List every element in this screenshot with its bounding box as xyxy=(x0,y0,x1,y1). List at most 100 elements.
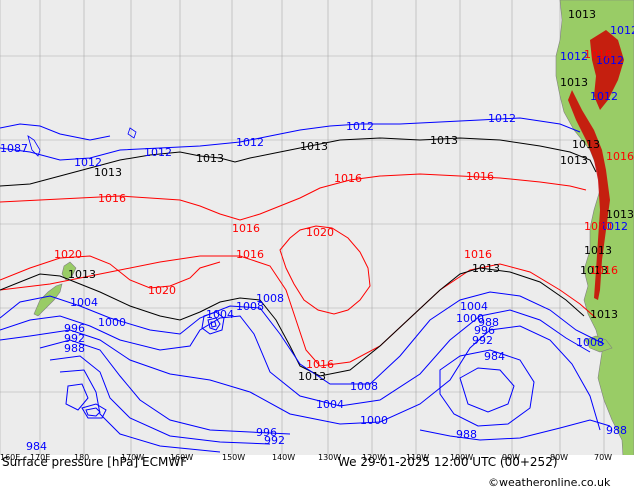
ocean-background xyxy=(0,0,634,455)
isobar-988-se xyxy=(419,419,611,441)
isobar-se-low-inner xyxy=(459,367,515,413)
new-zealand-north-island xyxy=(61,261,77,281)
isobar-small-low-2 xyxy=(207,317,221,331)
isobar-label: 1013 xyxy=(472,262,500,275)
isobar-984 xyxy=(65,383,89,411)
isobar-label: 1020 xyxy=(306,226,334,239)
isobar-label: 1020 xyxy=(54,248,82,261)
isobar-label: 1016 xyxy=(306,358,334,371)
isobar-label: 1012 xyxy=(600,220,628,233)
land-masses xyxy=(33,0,634,491)
isobar-label: 1012 xyxy=(596,54,624,67)
isobar-label: 1008 xyxy=(350,380,378,393)
isobar-label: 992 xyxy=(64,332,85,345)
isobar-lines xyxy=(0,117,611,453)
isobar-label: 1004 xyxy=(70,296,98,309)
isobar-label: 1013 xyxy=(68,268,96,281)
isobar-label: 1004 xyxy=(206,308,234,321)
isobar-label: 1013 xyxy=(560,154,588,167)
isobar-label: 1087 xyxy=(0,142,28,155)
isobar-label: 1013 xyxy=(560,76,588,89)
longitude-ticks: 160E 170E 180 170W 160W 150W 140W 130W 120W 110W 1… xyxy=(0,453,612,462)
longitude-tick-label: 120W xyxy=(362,453,385,462)
isobar-label: 1012 xyxy=(488,112,516,125)
isobar-label: 1008 xyxy=(576,336,604,349)
longitude-tick-label: 90W xyxy=(502,453,520,462)
isobar-1020-west xyxy=(0,255,221,289)
isobar-label: 1012 xyxy=(590,90,618,103)
isobar-1016 xyxy=(0,173,587,221)
isobar-label: 996 xyxy=(256,426,277,439)
isobar-label: 1016 xyxy=(466,170,494,183)
isobar-low-ring-2 xyxy=(85,407,101,417)
isobar-1012-upper xyxy=(0,123,111,141)
longitude-tick-label: 170W xyxy=(121,453,144,462)
isobar-label: 1004 xyxy=(460,300,488,313)
isobar-label: 1012 xyxy=(144,146,172,159)
isobar-label: 1016 xyxy=(98,192,126,205)
isobar-label: 1013 xyxy=(430,134,458,147)
credit-link[interactable]: ©weatheronline.co.uk xyxy=(488,476,611,489)
lat-lon-grid xyxy=(0,0,634,455)
longitude-tick-label: 70W xyxy=(594,453,612,462)
isobar-label: 1016 xyxy=(334,172,362,185)
isobar-small-low-1 xyxy=(201,311,225,335)
tierra-del-fuego xyxy=(584,335,613,353)
andes-altiplano xyxy=(590,30,624,110)
isobar-label: 1004 xyxy=(316,398,344,411)
isobar-label: 1013 xyxy=(580,264,608,277)
isobar-label: 1016 xyxy=(584,48,612,61)
longitude-tick-label: 110W xyxy=(406,453,429,462)
longitude-tick-label: 170E xyxy=(30,453,50,462)
longitude-tick-label: 180 xyxy=(74,453,89,462)
isobar-1020-center xyxy=(279,225,371,315)
isobar-label: 1016 xyxy=(464,248,492,261)
longitude-tick-label: 130W xyxy=(318,453,341,462)
isobar-1004 xyxy=(0,309,591,407)
isobar-small-low-3 xyxy=(210,321,217,328)
isobar-label: 1016 xyxy=(236,248,264,261)
south-america-land xyxy=(555,0,634,491)
isobar-label: 996 xyxy=(64,322,85,335)
isobar-1012 xyxy=(0,117,581,161)
isobar-label: 1013 xyxy=(584,244,612,257)
map-title: Surface pressure [hPa] ECMWF xyxy=(2,455,187,469)
isobar-1013-south xyxy=(0,267,585,377)
isobar-1013 xyxy=(0,137,597,187)
isobar-label: 1016 xyxy=(232,222,260,235)
isobar-label: 988 xyxy=(64,342,85,355)
isobar-label: 1020 xyxy=(148,284,176,297)
isobar-label: 1000 xyxy=(360,414,388,427)
valid-time: We 29-01-2025 12:00 UTC (00+252) xyxy=(338,455,558,469)
isobar-label: 1012 xyxy=(346,120,374,133)
longitude-tick-label: 160W xyxy=(170,453,193,462)
pacific-island xyxy=(27,135,41,157)
isobar-1016-south xyxy=(0,255,597,367)
isobar-label: 1012 xyxy=(610,24,634,37)
pacific-island xyxy=(127,127,137,139)
isobar-se-low xyxy=(439,349,535,427)
isobar-label: 1013 xyxy=(300,140,328,153)
isobar-label: 1016 xyxy=(590,264,618,277)
isobar-1008 xyxy=(0,291,605,385)
longitude-tick-label: 140W xyxy=(272,453,295,462)
isobar-988 xyxy=(59,369,221,453)
isobar-label: 984 xyxy=(484,350,505,363)
isobar-label: 992 xyxy=(264,434,285,447)
isobar-label: 1013 xyxy=(606,208,634,221)
isobar-label: 1020 xyxy=(584,220,612,233)
isobar-996 xyxy=(39,339,291,435)
isobar-1000 xyxy=(0,325,601,431)
longitude-tick-label: 150W xyxy=(222,453,245,462)
isobar-label: 1000 xyxy=(98,316,126,329)
isobar-992 xyxy=(49,355,271,445)
longitude-tick-label: 160E xyxy=(0,453,20,462)
isobar-label: 988 xyxy=(606,424,627,437)
isobar-label: 1008 xyxy=(236,300,264,313)
isobar-label: 1013 xyxy=(568,8,596,21)
longitude-tick-label: 80W xyxy=(550,453,568,462)
longitude-tick-label: 100W xyxy=(450,453,473,462)
isobar-label: 988 xyxy=(456,428,477,441)
bottom-info-bar: 160E 170E 180 170W 160W 150W 140W 130W 120W 110W 1… xyxy=(0,453,634,490)
